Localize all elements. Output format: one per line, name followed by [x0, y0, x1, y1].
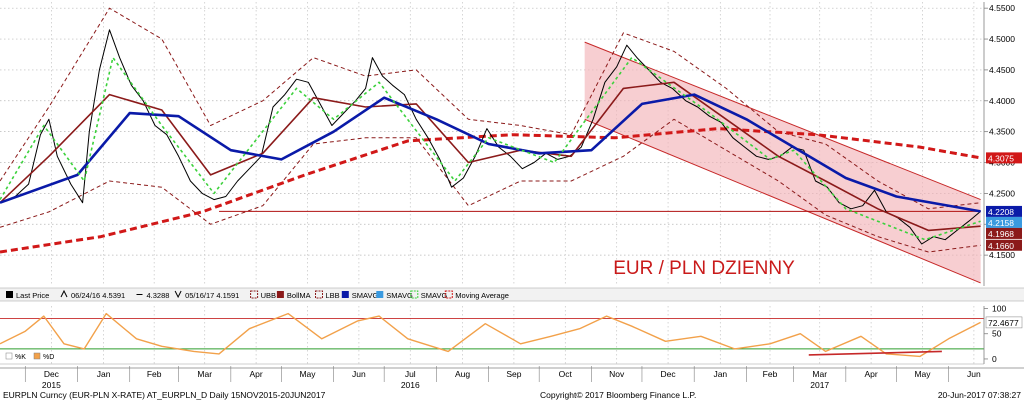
time-tick-label: Dec [661, 369, 677, 379]
time-tick-label: Mar [197, 369, 212, 379]
osc-tick-label: 50 [992, 329, 1002, 339]
legend-label: 4.3288 [147, 291, 170, 300]
legend-swatch [444, 290, 453, 299]
time-tick-label: Jun [967, 369, 981, 379]
time-tick-label: May [299, 369, 316, 379]
osc-legend-label: %K [15, 354, 26, 361]
osc-tick-label: 0 [992, 354, 997, 364]
price-label-box [986, 227, 1022, 239]
legend-label: 05/16/17 4.1591 [185, 291, 239, 300]
time-tick-label: Dec [44, 369, 60, 379]
price-tick-label: 4.4500 [989, 65, 1015, 75]
time-tick-label: Aug [455, 369, 470, 379]
time-tick-label: Jan [97, 369, 111, 379]
series-ubb-5 [0, 7, 981, 210]
price-label: 4.3075 [988, 153, 1014, 163]
legend-swatch [6, 291, 13, 298]
year-label: 2017 [810, 380, 829, 390]
legend-label: Last Price [16, 291, 49, 300]
osc-legend-swatch [5, 352, 13, 360]
time-tick-label: Oct [559, 369, 573, 379]
descending-channel [219, 41, 981, 284]
price-tick-label: 4.4000 [989, 96, 1015, 106]
time-tick-label: Jun [352, 369, 366, 379]
time-tick-label: Apr [864, 369, 877, 379]
stochastic-oscillator: 100 50 0 72.4677 %K %D [0, 304, 1023, 365]
price-label: 4.1660 [988, 241, 1014, 251]
series-last-price-0 [0, 29, 981, 245]
osc-trendline [808, 350, 942, 356]
series-smavg-2 [0, 93, 981, 213]
footer-timestamp: 20-Jun-2017 07:38:27 [938, 390, 1021, 400]
osc-last-label-box [985, 316, 1023, 329]
legend-bar: Last Price 06/24/16 4.5391 4.3288 05/16/17 … [0, 287, 1024, 302]
legend-label: UBB [261, 291, 276, 300]
time-axis: Dec Jan Feb Mar Apr May Jun Jul Aug Sep Oct Nov Dec J… [0, 366, 1024, 390]
chart-title: EUR / PLN DZIENNY [613, 258, 795, 279]
time-tick-label: Jul [405, 369, 416, 379]
price-label-box [986, 216, 1022, 228]
price-label-box [986, 205, 1022, 217]
time-tick-label: Jan [713, 369, 727, 379]
series-moving-average-1 [0, 127, 981, 254]
price-tick-label: 4.5500 [989, 3, 1015, 13]
legend-label: 06/24/16 4.5391 [71, 291, 125, 300]
series-smavg-4 [0, 56, 981, 241]
price-tick-label: 4.3500 [989, 127, 1015, 137]
channel-lower-line [584, 118, 981, 284]
price-label: 4.1968 [988, 229, 1014, 239]
legend-label: LBB [326, 291, 340, 300]
time-tick-label: May [914, 369, 931, 379]
year-label: 2015 [42, 380, 61, 390]
osc-tick-label: 100 [992, 304, 1006, 314]
legend-high-marker [60, 289, 68, 298]
legend-swatch [410, 290, 419, 299]
price-series [0, 7, 981, 254]
osc-percent-d-line [0, 312, 981, 358]
time-tick-label: Sep [506, 369, 521, 379]
legend-swatch [315, 290, 323, 299]
time-tick-label: Feb [147, 369, 162, 379]
legend-label: Moving Average [455, 291, 509, 300]
osc-legend-label: %D [43, 354, 54, 361]
price-label-box [986, 239, 1022, 251]
legend-swatch [250, 290, 259, 299]
legend-label: SMAVG [421, 291, 448, 300]
price-tick-label: 4.1500 [989, 250, 1015, 260]
time-tick-label: Nov [609, 369, 625, 379]
price-label-box [986, 152, 1022, 164]
time-tick-label: Apr [249, 369, 262, 379]
year-label: 2016 [401, 380, 420, 390]
price-tick-label: 4.2500 [989, 188, 1015, 198]
series-lbb-6 [0, 118, 981, 253]
time-tick-label: Mar [812, 369, 827, 379]
price-label: 4.2208 [988, 207, 1014, 217]
time-tick-label: Feb [763, 369, 778, 379]
channel-upper-line [584, 41, 981, 201]
footer-security: EURPLN Curncy (EUR-PLN X-RATE) AT_EURPLN… [3, 390, 326, 400]
price-label: 4.2158 [988, 218, 1014, 228]
legend-label: BollMA [287, 291, 311, 300]
price-tick-label: 4.5000 [989, 34, 1015, 44]
legend-label: SMAVG [386, 291, 413, 300]
legend-label: SMAVG [352, 291, 379, 300]
legend-low-marker [174, 290, 182, 299]
channel-fill [584, 42, 981, 283]
legend-swatch [276, 291, 284, 298]
legend-swatch [341, 291, 349, 298]
osc-last-label: 72.4677 [988, 318, 1019, 328]
osc-legend-swatch [33, 352, 41, 360]
footer-copyright: Copyright© 2017 Bloomberg Finance L.P. [540, 390, 696, 400]
legend-swatch [376, 291, 384, 298]
